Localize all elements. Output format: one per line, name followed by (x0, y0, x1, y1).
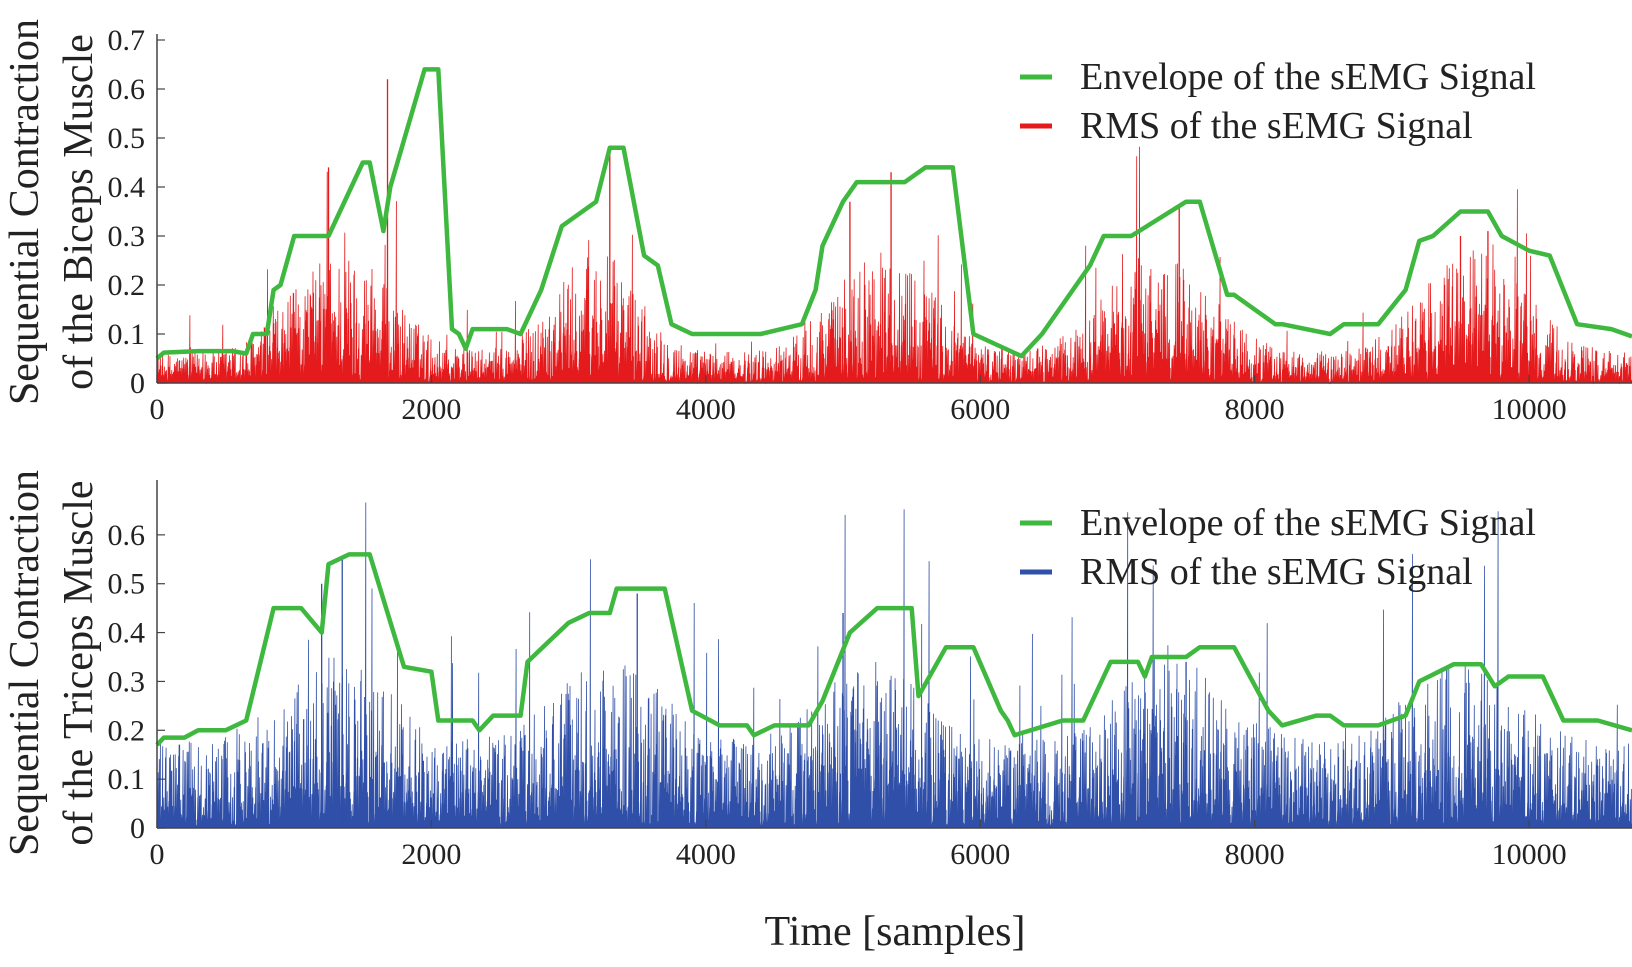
y-tick-label: 0 (130, 367, 145, 400)
x-tick-label: 10000 (1492, 393, 1567, 426)
y-tick-label: 0.5 (108, 568, 146, 601)
legend-envelope-label: Envelope of the sEMG Signal (1080, 56, 1536, 98)
y-tick-label: 0.4 (108, 171, 146, 204)
x-tick-label: 2000 (401, 838, 461, 871)
y-tick-label: 0.5 (108, 122, 146, 155)
legend-rms-label: RMS of the sEMG Signal (1080, 105, 1473, 147)
x-tick-label: 0 (150, 838, 165, 871)
x-tick-label: 4000 (676, 838, 736, 871)
y-tick-label: 0.1 (108, 763, 146, 796)
rms-trace (156, 502, 1632, 829)
x-tick-label: 6000 (950, 393, 1010, 426)
legend-envelope-label: Envelope of the sEMG Signal (1080, 502, 1536, 544)
biceps-panel: 0 0.1 0.2 0.3 0.4 0.5 0.6 0.7 0 2000 4000 6000 8000 1… (2, 19, 1632, 426)
x-tick-label: 2000 (401, 393, 461, 426)
x-tick-label: 8000 (1225, 838, 1285, 871)
triceps-ylabel-line1: Sequential Contraction (2, 470, 48, 856)
biceps-legend: Envelope of the sEMG Signal RMS of the s… (1020, 56, 1536, 147)
envelope-line (155, 552, 1632, 747)
x-tick-label: 6000 (950, 838, 1010, 871)
triceps-axes: 0 0.1 0.2 0.3 0.4 0.5 0.6 0 2000 4000 6000 8000 1000… (108, 480, 1632, 871)
y-tick-label: 0.6 (108, 519, 146, 552)
y-tick-label: 0.3 (108, 220, 146, 253)
x-axis-title: Time [samples] (765, 909, 1026, 955)
x-tick-label: 10000 (1492, 838, 1567, 871)
triceps-ylabel-line2: of the Triceps Muscle (56, 480, 102, 845)
x-tick-label: 0 (150, 393, 165, 426)
y-tick-label: 0.7 (108, 24, 146, 57)
y-tick-label: 0.4 (108, 617, 146, 650)
triceps-legend: Envelope of the sEMG Signal RMS of the s… (1020, 502, 1536, 593)
biceps-ylabel-line1: Sequential Contraction (2, 19, 48, 405)
rms-trace (156, 146, 1632, 385)
x-tick-label: 8000 (1225, 393, 1285, 426)
biceps-rms-series (156, 79, 1632, 385)
y-tick-label: 0.2 (108, 714, 146, 747)
biceps-ylabel-line2: of the Biceps Muscle (56, 34, 102, 390)
biceps-axes: 0 0.1 0.2 0.3 0.4 0.5 0.6 0.7 0 2000 4000 6000 8000 1… (108, 24, 1632, 426)
y-tick-label: 0.1 (108, 318, 146, 351)
legend-rms-label: RMS of the sEMG Signal (1080, 551, 1473, 593)
y-tick-label: 0 (130, 812, 145, 845)
triceps-panel: 0 0.1 0.2 0.3 0.4 0.5 0.6 0 2000 4000 6000 8000 1000… (2, 470, 1632, 955)
x-tick-label: 4000 (676, 393, 736, 426)
y-tick-label: 0.6 (108, 73, 146, 106)
y-tick-label: 0.2 (108, 269, 146, 302)
biceps-envelope-series (155, 67, 1632, 361)
y-tick-label: 0.3 (108, 665, 146, 698)
envelope-line (155, 67, 1632, 361)
triceps-envelope-series (155, 552, 1632, 747)
